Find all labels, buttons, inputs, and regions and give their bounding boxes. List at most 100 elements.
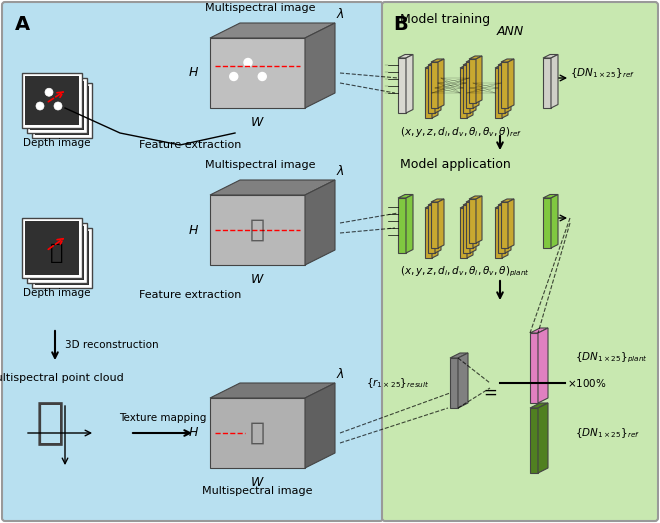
Circle shape xyxy=(230,73,238,81)
FancyBboxPatch shape xyxy=(382,2,658,521)
Text: 🌿: 🌿 xyxy=(249,218,265,242)
Polygon shape xyxy=(210,38,305,108)
Polygon shape xyxy=(495,65,508,68)
Polygon shape xyxy=(25,76,79,125)
Text: H: H xyxy=(189,66,198,79)
Polygon shape xyxy=(530,403,548,408)
Text: W: W xyxy=(251,476,263,489)
Text: $\{r_{1\times25}\}_{result}$: $\{r_{1\times25}\}_{result}$ xyxy=(366,376,430,390)
Circle shape xyxy=(45,88,53,96)
Polygon shape xyxy=(466,62,473,108)
Text: W: W xyxy=(251,273,263,286)
Polygon shape xyxy=(466,199,479,202)
Polygon shape xyxy=(438,199,444,248)
Polygon shape xyxy=(435,202,441,253)
Polygon shape xyxy=(460,205,473,208)
Polygon shape xyxy=(505,62,511,113)
Polygon shape xyxy=(438,59,444,108)
Polygon shape xyxy=(466,202,473,248)
Polygon shape xyxy=(425,208,432,258)
Polygon shape xyxy=(32,83,92,138)
Text: Multispectral image: Multispectral image xyxy=(202,486,312,496)
Text: $(x, y, z, d_i, d_v, \theta_i, \theta_v, \theta)_{ref}$: $(x, y, z, d_i, d_v, \theta_i, \theta_v,… xyxy=(400,125,522,139)
Polygon shape xyxy=(210,23,335,38)
Polygon shape xyxy=(551,54,558,108)
Polygon shape xyxy=(458,353,468,408)
Polygon shape xyxy=(463,202,476,205)
Polygon shape xyxy=(35,86,89,135)
Text: Multispectral image: Multispectral image xyxy=(205,3,315,13)
Text: $(x, y, z, d_i, d_v, \theta_i, \theta_v, \theta)_{plant}$: $(x, y, z, d_i, d_v, \theta_i, \theta_v,… xyxy=(400,265,530,279)
Text: H: H xyxy=(189,223,198,236)
Polygon shape xyxy=(530,333,538,403)
Polygon shape xyxy=(502,205,508,258)
Text: Depth image: Depth image xyxy=(23,288,91,298)
Text: $\{DN_{1\times25}\}_{plant}$: $\{DN_{1\times25}\}_{plant}$ xyxy=(575,351,648,365)
Polygon shape xyxy=(406,54,413,113)
Polygon shape xyxy=(210,398,305,468)
Polygon shape xyxy=(467,65,473,118)
Polygon shape xyxy=(22,218,82,278)
Polygon shape xyxy=(428,202,441,205)
Polygon shape xyxy=(495,68,502,118)
Polygon shape xyxy=(398,58,406,113)
Polygon shape xyxy=(432,205,438,258)
Circle shape xyxy=(244,59,252,66)
Text: Depth image: Depth image xyxy=(23,138,91,148)
Polygon shape xyxy=(469,196,482,199)
Text: λ: λ xyxy=(337,8,345,21)
Polygon shape xyxy=(530,328,548,333)
Text: Model application: Model application xyxy=(400,158,511,171)
Polygon shape xyxy=(210,383,335,398)
Circle shape xyxy=(258,73,266,81)
Circle shape xyxy=(36,102,44,110)
Text: =: = xyxy=(483,384,497,402)
Text: $\{DN_{1\times25}\}_{ref}$: $\{DN_{1\times25}\}_{ref}$ xyxy=(570,66,635,80)
Polygon shape xyxy=(398,195,413,198)
Polygon shape xyxy=(495,208,502,258)
Polygon shape xyxy=(425,65,438,68)
Polygon shape xyxy=(428,205,435,253)
Text: 3D reconstruction: 3D reconstruction xyxy=(65,340,158,350)
Text: W: W xyxy=(251,116,263,129)
Polygon shape xyxy=(210,180,335,195)
Polygon shape xyxy=(551,195,558,248)
Polygon shape xyxy=(530,408,538,473)
Polygon shape xyxy=(463,65,470,113)
Polygon shape xyxy=(398,54,413,58)
Polygon shape xyxy=(473,199,479,248)
Polygon shape xyxy=(22,73,82,128)
Polygon shape xyxy=(498,202,511,205)
Polygon shape xyxy=(398,198,406,253)
Polygon shape xyxy=(543,195,558,198)
Polygon shape xyxy=(501,62,508,108)
Polygon shape xyxy=(508,199,514,248)
Polygon shape xyxy=(450,353,468,358)
Polygon shape xyxy=(428,65,435,113)
Text: A: A xyxy=(15,15,30,34)
Polygon shape xyxy=(30,226,84,280)
Polygon shape xyxy=(30,81,84,130)
Polygon shape xyxy=(498,205,505,253)
Polygon shape xyxy=(469,199,476,243)
Text: B: B xyxy=(393,15,408,34)
Polygon shape xyxy=(467,205,473,258)
Text: 🌿: 🌿 xyxy=(249,421,265,445)
Polygon shape xyxy=(460,68,467,118)
Polygon shape xyxy=(476,196,482,243)
Polygon shape xyxy=(463,205,470,253)
Text: H: H xyxy=(189,426,198,439)
Text: Feature extraction: Feature extraction xyxy=(139,140,241,150)
Polygon shape xyxy=(27,223,87,283)
Polygon shape xyxy=(305,383,335,468)
Polygon shape xyxy=(35,231,89,285)
Polygon shape xyxy=(470,202,476,253)
Polygon shape xyxy=(463,62,476,65)
Polygon shape xyxy=(501,59,514,62)
Text: Model training: Model training xyxy=(400,13,490,26)
Polygon shape xyxy=(425,205,438,208)
Polygon shape xyxy=(505,202,511,253)
Polygon shape xyxy=(432,65,438,118)
Text: Multispectral point cloud: Multispectral point cloud xyxy=(0,373,124,383)
Polygon shape xyxy=(538,403,548,473)
